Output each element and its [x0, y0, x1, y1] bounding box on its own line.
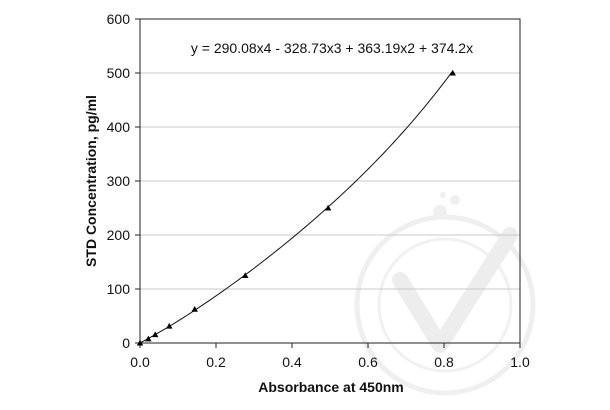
data-point — [136, 339, 144, 346]
gridlines — [140, 72, 520, 290]
x-tick-label: 0.8 — [434, 354, 454, 370]
data-point — [324, 204, 332, 211]
y-tick-label: 500 — [107, 65, 131, 81]
data-markers — [136, 69, 456, 346]
y-tick-label: 100 — [107, 281, 131, 297]
x-tick-label: 1.0 — [510, 354, 530, 370]
y-axis-title: STD Concentration, pg/ml — [83, 95, 99, 267]
y-tick-label: 0 — [122, 335, 130, 351]
fit-equation: y = 290.08x4 - 328.73x3 + 363.19x2 + 374… — [191, 40, 473, 56]
y-tick-label: 600 — [107, 11, 131, 27]
x-axis: 0.0 0.2 0.4 0.6 0.8 1.0 — [130, 343, 530, 370]
data-point — [152, 331, 159, 338]
x-tick-label: 0.2 — [206, 354, 226, 370]
y-tick-label: 200 — [107, 227, 131, 243]
x-tick-label: 0.4 — [282, 354, 302, 370]
y-axis: 0 100 200 300 400 500 600 — [107, 11, 140, 351]
data-point — [166, 322, 173, 329]
x-tick-label: 0.0 — [130, 354, 150, 370]
x-tick-label: 0.6 — [358, 354, 378, 370]
watermark-seal — [354, 192, 536, 396]
x-axis-title: Absorbance at 450nm — [258, 379, 404, 395]
data-point — [449, 69, 456, 76]
y-tick-label: 400 — [107, 119, 131, 135]
data-point — [242, 272, 249, 279]
fit-curve — [139, 70, 454, 344]
y-tick-label: 300 — [107, 173, 131, 189]
data-point — [191, 306, 198, 312]
data-point — [145, 335, 152, 342]
